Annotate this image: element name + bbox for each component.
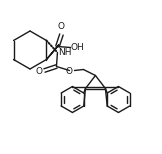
Text: O: O (36, 67, 43, 76)
Text: O: O (58, 22, 65, 30)
Text: OH: OH (71, 43, 85, 52)
Text: O: O (66, 67, 73, 76)
Text: NH: NH (58, 48, 72, 57)
Polygon shape (46, 45, 59, 59)
